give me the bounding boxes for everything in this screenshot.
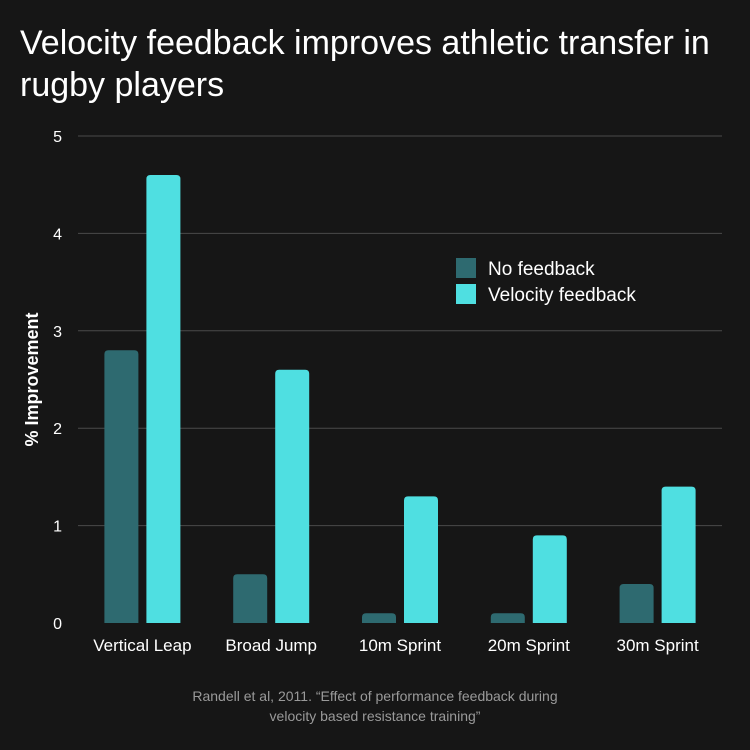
- chart-title: Velocity feedback improves athletic tran…: [20, 24, 710, 104]
- y-tick-label: 3: [53, 324, 62, 341]
- bar-velocity-feedback: [661, 486, 696, 623]
- y-tick-label: 5: [53, 129, 62, 146]
- source-caption: Randell et al, 2011. “Effect of performa…: [0, 686, 750, 726]
- caption-line-2: velocity based resistance training”: [269, 708, 481, 724]
- bar-no-feedback: [233, 574, 268, 623]
- legend-swatch: [456, 258, 476, 278]
- y-tick-label: 1: [53, 519, 62, 536]
- x-category-label: 30m Sprint: [616, 636, 698, 655]
- bar-velocity-feedback: [532, 535, 567, 623]
- legend-label: Velocity feedback: [488, 285, 636, 306]
- y-axis-title: % Improvement: [22, 312, 42, 446]
- x-category-label: Broad Jump: [225, 636, 317, 655]
- legend-swatch: [456, 284, 476, 304]
- bar-velocity-feedback: [404, 496, 438, 623]
- bar-no-feedback: [490, 613, 525, 623]
- x-category-label: 20m Sprint: [488, 636, 570, 655]
- caption-line-1: Randell et al, 2011. “Effect of performa…: [192, 688, 558, 704]
- bar-no-feedback: [362, 613, 396, 623]
- y-tick-label: 0: [53, 616, 62, 633]
- bar-velocity-feedback: [275, 369, 310, 623]
- bar-velocity-feedback: [146, 174, 181, 623]
- legend-label: No feedback: [488, 259, 595, 280]
- bar-no-feedback: [619, 584, 654, 623]
- x-category-label: 10m Sprint: [359, 636, 441, 655]
- y-tick-label: 2: [53, 421, 62, 438]
- bar-no-feedback: [104, 350, 139, 623]
- x-category-label: Vertical Leap: [93, 636, 191, 655]
- y-tick-label: 4: [53, 226, 62, 243]
